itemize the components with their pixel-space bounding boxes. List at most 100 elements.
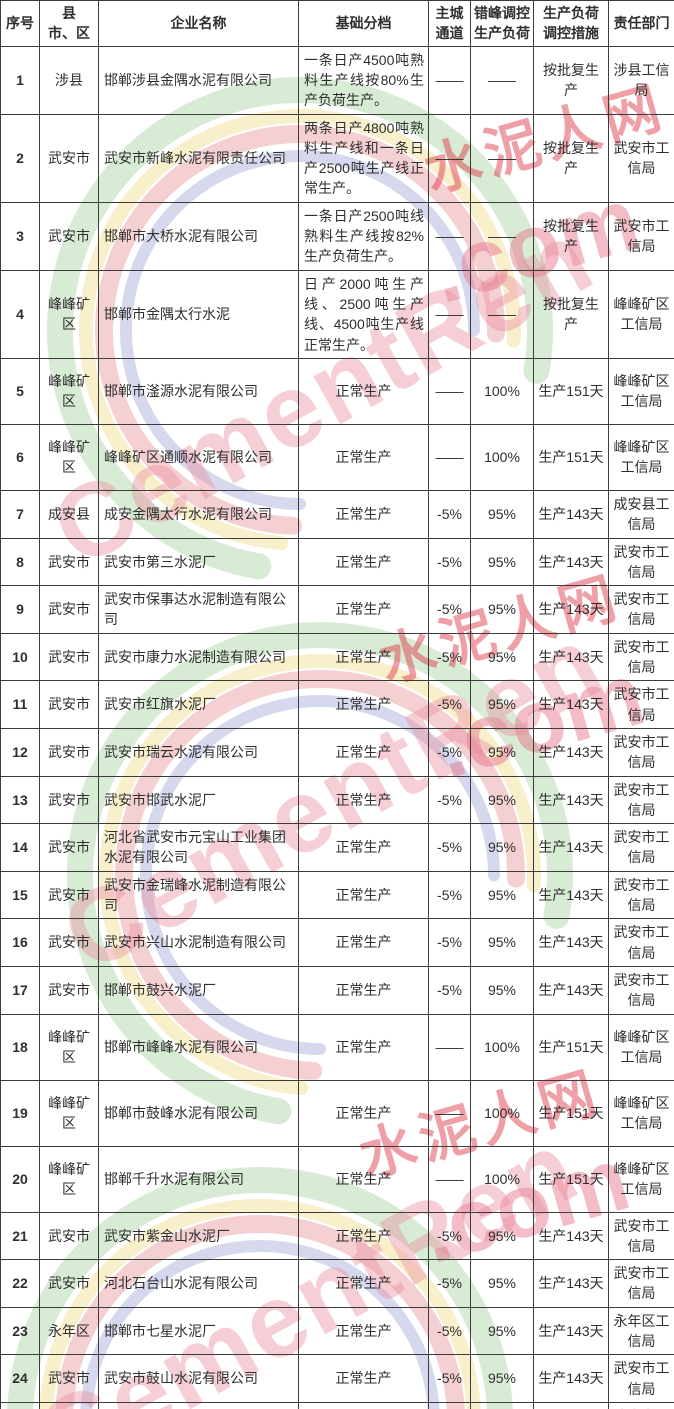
cell-load: 95% [470, 1306, 534, 1356]
cell-district: 武安市 [39, 585, 99, 634]
table-row: 8 武安市 武安市第三水泥厂 正常生产 -5% 95% 生产143天 武安市工信局 [0, 537, 674, 587]
cell-company: 峰峰矿区通顺水泥有限公司 [98, 423, 299, 491]
cell-tier: 正常生产 [298, 1259, 429, 1308]
cell-measure: 生产143天 [533, 727, 609, 777]
cell-channel: -5% [428, 918, 471, 967]
cell-tier: 正常生产 [298, 1145, 429, 1213]
cell-tier: 正常生产 [298, 423, 429, 491]
cell-tier: 正常生产 [298, 585, 429, 634]
cell-measure: 生产143天 [533, 823, 609, 872]
cell-load: 95% [470, 585, 534, 634]
cell-district: 武安市 [39, 1354, 99, 1403]
cell-district: 涉县 [39, 45, 99, 115]
cell-measure: 生产151天 [533, 1145, 609, 1213]
header-base-tier: 基础分档 [298, 0, 429, 47]
table-row: 10 武安市 武安市康力水泥制造有限公司 正常生产 -5% 95% 生产143天 武安市工信局 [0, 632, 674, 682]
cell-channel: —— [428, 1401, 471, 1409]
cell-channel: —— [428, 269, 471, 359]
cell-load: 95% [470, 918, 534, 967]
table-row: 21 武安市 武安市紫金山水泥厂 正常生产 -5% 95% 生产143天 武安市工信局 [0, 1211, 674, 1261]
cell-measure: 按批复生产 [533, 113, 609, 203]
table-row: 20 峰峰矿区 邯郸千升水泥有限公司 正常生产 —— 100% 生产151天 峰峰矿区工信局 [0, 1145, 674, 1213]
cell-measure: 生产143天 [533, 680, 609, 729]
table-row: 7 成安县 成安金隅太行水泥有限公司 正常生产 -5% 95% 生产143天 成安县工信局 [0, 489, 674, 539]
cell-tier: 正常生产 [298, 727, 429, 777]
cell-company: 成安金隅太行水泥有限公司 [98, 489, 299, 539]
cell-measure: 生产151天 [533, 423, 609, 491]
cell-load: 95% [470, 680, 534, 729]
cell-no: 13 [0, 775, 40, 825]
cell-measure: 自行停产 [533, 1401, 609, 1409]
cell-tier: 正常生产 [298, 680, 429, 729]
cell-dept: 峰峰矿区工信局 [608, 423, 674, 491]
table-row: 14 武安市 河北省武安市元宝山工业集团水泥有限公司 正常生产 -5% 95% 生产143天… [0, 823, 674, 872]
cell-company: 武安市兴山水泥制造有限公司 [98, 918, 299, 967]
cell-no: 6 [0, 423, 40, 491]
cell-district: 永年区 [39, 1306, 99, 1356]
cell-district: 峰峰矿区 [39, 269, 99, 359]
cell-company: 邯郸市滏源水泥有限公司 [98, 357, 299, 425]
cell-channel: —— [428, 1145, 471, 1213]
cell-dept: 永年区工信局 [608, 1306, 674, 1356]
cell-tier: 正常生产 [298, 1211, 429, 1261]
cell-load: 100% [470, 1079, 534, 1147]
cell-company: 邯郸市金隅太行水泥 [98, 269, 299, 359]
cell-company: 武安市金瑞峰水泥制造有限公司 [98, 870, 299, 920]
cell-channel: —— [428, 1013, 471, 1081]
cell-tier: 正常生产 [298, 918, 429, 967]
cell-no: 17 [0, 965, 40, 1015]
table-row: 3 武安市 邯郸市大桥水泥有限公司 一条日产2500吨线熟料生产线按82%生产负荷生产… [0, 201, 674, 271]
cell-no: 16 [0, 918, 40, 967]
cell-dept: 涉县工信局 [608, 45, 674, 115]
cell-no: 1 [0, 45, 40, 115]
cell-no: 22 [0, 1259, 40, 1308]
cell-dept: 武安市工信局 [608, 1354, 674, 1403]
cell-channel: -5% [428, 727, 471, 777]
cell-channel: -5% [428, 1211, 471, 1261]
table-row: 4 峰峰矿区 邯郸市金隅太行水泥 日产2000吨生产线、2500吨生产线、4500吨生… [0, 269, 674, 359]
cell-dept: 武安市工信局 [608, 1401, 674, 1409]
cell-district: 武安市 [39, 965, 99, 1015]
cell-measure: 生产143天 [533, 537, 609, 587]
cell-district: 武安市 [39, 201, 99, 271]
header-district: 县 市、区 [39, 0, 99, 47]
cell-district: 武安市 [39, 1259, 99, 1308]
cell-tier: 正常生产 [298, 965, 429, 1015]
cell-dept: 武安市工信局 [608, 1211, 674, 1261]
cell-district: 峰峰矿区 [39, 357, 99, 425]
cell-channel: -5% [428, 1306, 471, 1356]
cell-company: 河北省武安市元宝山工业集团水泥有限公司 [98, 823, 299, 872]
table-row: 11 武安市 武安市红旗水泥厂 正常生产 -5% 95% 生产143天 武安市工信局 [0, 680, 674, 729]
header-resp-dept: 责任部门 [608, 0, 674, 47]
cell-channel: —— [428, 357, 471, 425]
cell-no: 24 [0, 1354, 40, 1403]
cell-load: 100% [470, 1145, 534, 1213]
cell-dept: 武安市工信局 [608, 823, 674, 872]
cell-no: 21 [0, 1211, 40, 1261]
cell-tier: 正常生产 [298, 1354, 429, 1403]
cell-channel: —— [428, 201, 471, 271]
cell-load: 95% [470, 727, 534, 777]
cell-no: 2 [0, 113, 40, 203]
cell-company: 武安市鼓山水泥有限公司 [98, 1354, 299, 1403]
cell-measure: 生产143天 [533, 632, 609, 682]
cell-company: 邯郸市七星水泥厂 [98, 1306, 299, 1356]
cell-channel: -5% [428, 489, 471, 539]
table-row: 9 武安市 武安市保事达水泥制造有限公司 正常生产 -5% 95% 生产143天 武安市工信局 [0, 585, 674, 634]
cell-channel: —— [428, 45, 471, 115]
cell-tier: 正常生产 [298, 1079, 429, 1147]
cell-measure: 生产143天 [533, 489, 609, 539]
cell-measure: 生产143天 [533, 965, 609, 1015]
table-row: 23 永年区 邯郸市七星水泥厂 正常生产 -5% 95% 生产143天 永年区工信局 [0, 1306, 674, 1356]
cell-load: 100% [470, 357, 534, 425]
cell-tier: 已自行停产 [298, 1401, 429, 1409]
cell-district: 武安市 [39, 918, 99, 967]
cell-measure: 生产143天 [533, 775, 609, 825]
cell-load: 95% [470, 823, 534, 872]
cell-load: —— [470, 269, 534, 359]
cell-load: 95% [470, 1211, 534, 1261]
cell-measure: 生产143天 [533, 1211, 609, 1261]
cell-load: —— [470, 113, 534, 203]
